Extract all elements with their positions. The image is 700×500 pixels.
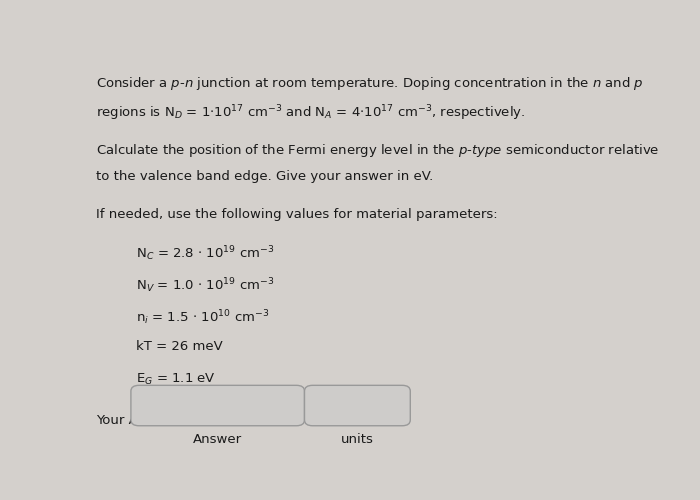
Text: n$_i$ = 1.5 $\cdot$ 10$^{10}$ cm$^{-3}$: n$_i$ = 1.5 $\cdot$ 10$^{10}$ cm$^{-3}$ (136, 308, 270, 327)
FancyBboxPatch shape (131, 386, 304, 426)
Text: Answer: Answer (193, 434, 242, 446)
FancyBboxPatch shape (304, 386, 410, 426)
Text: kT = 26 meV: kT = 26 meV (136, 340, 223, 353)
Text: Your Answer:: Your Answer: (96, 414, 181, 426)
Text: E$_G$ = 1.1 eV: E$_G$ = 1.1 eV (136, 372, 216, 387)
Text: Calculate the position of the Fermi energy level in the $p$-$type$ semiconductor: Calculate the position of the Fermi ener… (96, 142, 659, 159)
Text: If needed, use the following values for material parameters:: If needed, use the following values for … (96, 208, 497, 222)
Text: Consider a $p$-$n$ junction at room temperature. Doping concentration in the $n$: Consider a $p$-$n$ junction at room temp… (96, 76, 643, 92)
Text: to the valence band edge. Give your answer in eV.: to the valence band edge. Give your answ… (96, 170, 433, 182)
Text: N$_C$ = 2.8 $\cdot$ 10$^{19}$ cm$^{-3}$: N$_C$ = 2.8 $\cdot$ 10$^{19}$ cm$^{-3}$ (136, 244, 274, 263)
Text: N$_V$ = 1.0 $\cdot$ 10$^{19}$ cm$^{-3}$: N$_V$ = 1.0 $\cdot$ 10$^{19}$ cm$^{-3}$ (136, 276, 275, 295)
Text: regions is N$_D$ = 1$\cdot$10$^{17}$ cm$^{-3}$ and N$_A$ = 4$\cdot$10$^{17}$ cm$: regions is N$_D$ = 1$\cdot$10$^{17}$ cm$… (96, 103, 525, 122)
Text: units: units (341, 434, 374, 446)
